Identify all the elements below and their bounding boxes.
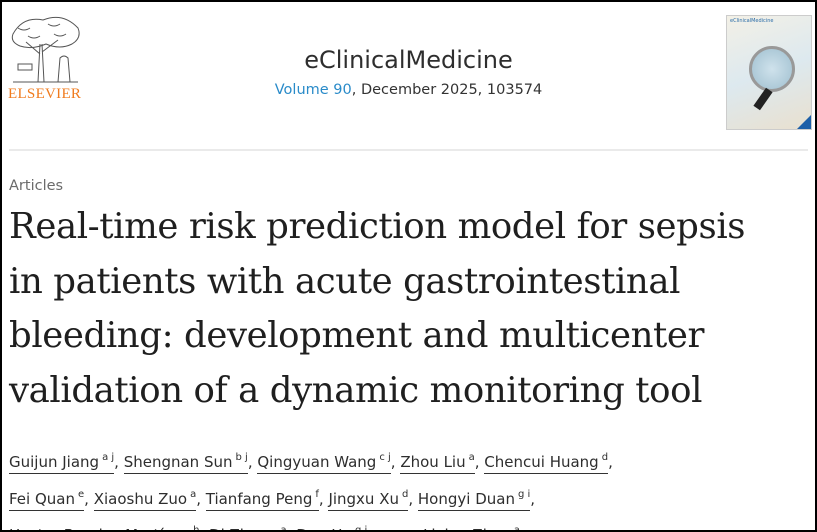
title-line: in patients with acute gastrointestinal <box>9 260 681 302</box>
author-affiliation: d <box>402 488 409 500</box>
author-name: Tianfang Peng <box>205 489 313 508</box>
author-name: Qingyuan Wang <box>257 453 377 471</box>
author-name: Dan Hu <box>296 526 352 530</box>
author-affiliation: c j <box>379 452 391 463</box>
globe-icon[interactable]: ⊕ <box>401 519 414 530</box>
separator: , <box>530 489 536 508</box>
separator: , <box>199 526 209 530</box>
elsevier-tree-icon <box>11 16 80 83</box>
email-icon[interactable]: ⊠ <box>537 519 550 530</box>
author-link[interactable]: Qingyuan Wang c j <box>257 452 391 474</box>
separator: , <box>247 453 258 471</box>
author-affiliation: a <box>513 525 521 532</box>
volume-link[interactable]: Volume 90 <box>274 82 352 98</box>
separator: , <box>114 453 124 471</box>
author-affiliation: a <box>468 452 475 463</box>
author-name: Liying Zhan <box>423 526 511 530</box>
elsevier-wordmark: ELSEVIER <box>8 86 82 102</box>
journal-info: eClinicalMedicine Volume 90, December 20… <box>2 46 815 98</box>
separator: , <box>408 489 418 508</box>
author-name: Guijun Jiang <box>9 453 100 471</box>
author-name: Fei Quan <box>9 489 75 508</box>
author-link[interactable]: Liying Zhana⍝⊠ <box>423 525 550 532</box>
author-affiliation: e <box>77 488 85 500</box>
title-line: bleeding: development and multicenter <box>9 315 705 356</box>
separator: , <box>608 453 613 471</box>
author-affiliation: b j <box>235 452 248 463</box>
author-link[interactable]: Xiaoshu Zuo a <box>93 488 197 511</box>
author-link[interactable]: Chencui Huang d <box>484 452 609 474</box>
header-divider <box>9 149 808 151</box>
author-link[interactable]: Dan Hug i⍝⊠⊕ <box>296 525 414 532</box>
author-name: Chencui Huang <box>484 453 599 471</box>
author-link[interactable]: Hector Barajas-Martínezh <box>9 525 200 532</box>
author-name: Shengnan Sun <box>123 453 233 471</box>
author-name: Hongyi Duan <box>417 489 515 508</box>
cover-corner <box>797 115 811 129</box>
author-link[interactable]: Guijun Jiang a j <box>9 452 115 474</box>
author-link[interactable]: Hongyi Duan g i <box>417 488 531 511</box>
author-link[interactable]: Di Zhanga <box>209 525 287 532</box>
author-link[interactable]: Zhou Liu a <box>400 452 475 474</box>
journal-title[interactable]: eClinicalMedicine <box>304 46 513 74</box>
author-affiliation: h <box>193 525 200 532</box>
separator: , <box>196 489 206 508</box>
article-section: Articles <box>9 178 64 194</box>
article-title: Real-time risk prediction model for seps… <box>9 200 814 418</box>
magnifier-handle <box>753 87 773 111</box>
separator: , <box>474 453 485 471</box>
author-list: Guijun Jiang a j, Shengnan Sun b j, Qingyu… <box>9 442 809 532</box>
separator: , <box>414 526 424 530</box>
title-line: validation of a dynamic monitoring tool <box>9 369 703 411</box>
journal-issue: Volume 90, December 2025, 103574 <box>2 82 815 98</box>
author-name: Di Zhang <box>209 526 278 530</box>
email-icon[interactable]: ⊠ <box>384 519 397 530</box>
author-affiliation: d <box>601 452 609 463</box>
author-affiliation: g i <box>517 488 531 500</box>
issue-details: , December 2025, 103574 <box>351 82 543 98</box>
author-affiliation: a <box>190 488 197 500</box>
author-name: Hector Barajas-Martínez <box>9 526 190 530</box>
separator: , <box>390 453 401 471</box>
author-link[interactable]: Fei Quan e <box>9 488 85 511</box>
journal-cover-image[interactable]: eClinicalMedicine <box>726 15 812 130</box>
author-link[interactable]: Shengnan Sun b j <box>123 452 248 474</box>
author-name: Zhou Liu <box>400 453 466 471</box>
title-line: Real-time risk prediction model for seps… <box>9 206 746 247</box>
author-link[interactable]: Tianfang Peng f <box>205 488 319 511</box>
author-name: Jingxu Xu <box>328 489 399 508</box>
author-link[interactable]: Jingxu Xu d <box>328 488 409 511</box>
separator: , <box>318 489 329 508</box>
elsevier-logo[interactable]: ELSEVIER <box>8 14 88 103</box>
author-affiliation: a j <box>102 452 115 463</box>
separator: , <box>84 489 94 508</box>
cover-title: eClinicalMedicine <box>730 18 774 24</box>
author-affiliation: g i <box>355 525 368 532</box>
magnifier-graphic <box>749 46 795 92</box>
separator: , <box>287 526 297 530</box>
person-icon[interactable]: ⍝ <box>524 519 533 530</box>
author-affiliation: a <box>280 525 287 532</box>
person-icon[interactable]: ⍝ <box>371 519 380 530</box>
author-name: Xiaoshu Zuo <box>93 489 188 508</box>
author-affiliation: f <box>315 488 319 500</box>
